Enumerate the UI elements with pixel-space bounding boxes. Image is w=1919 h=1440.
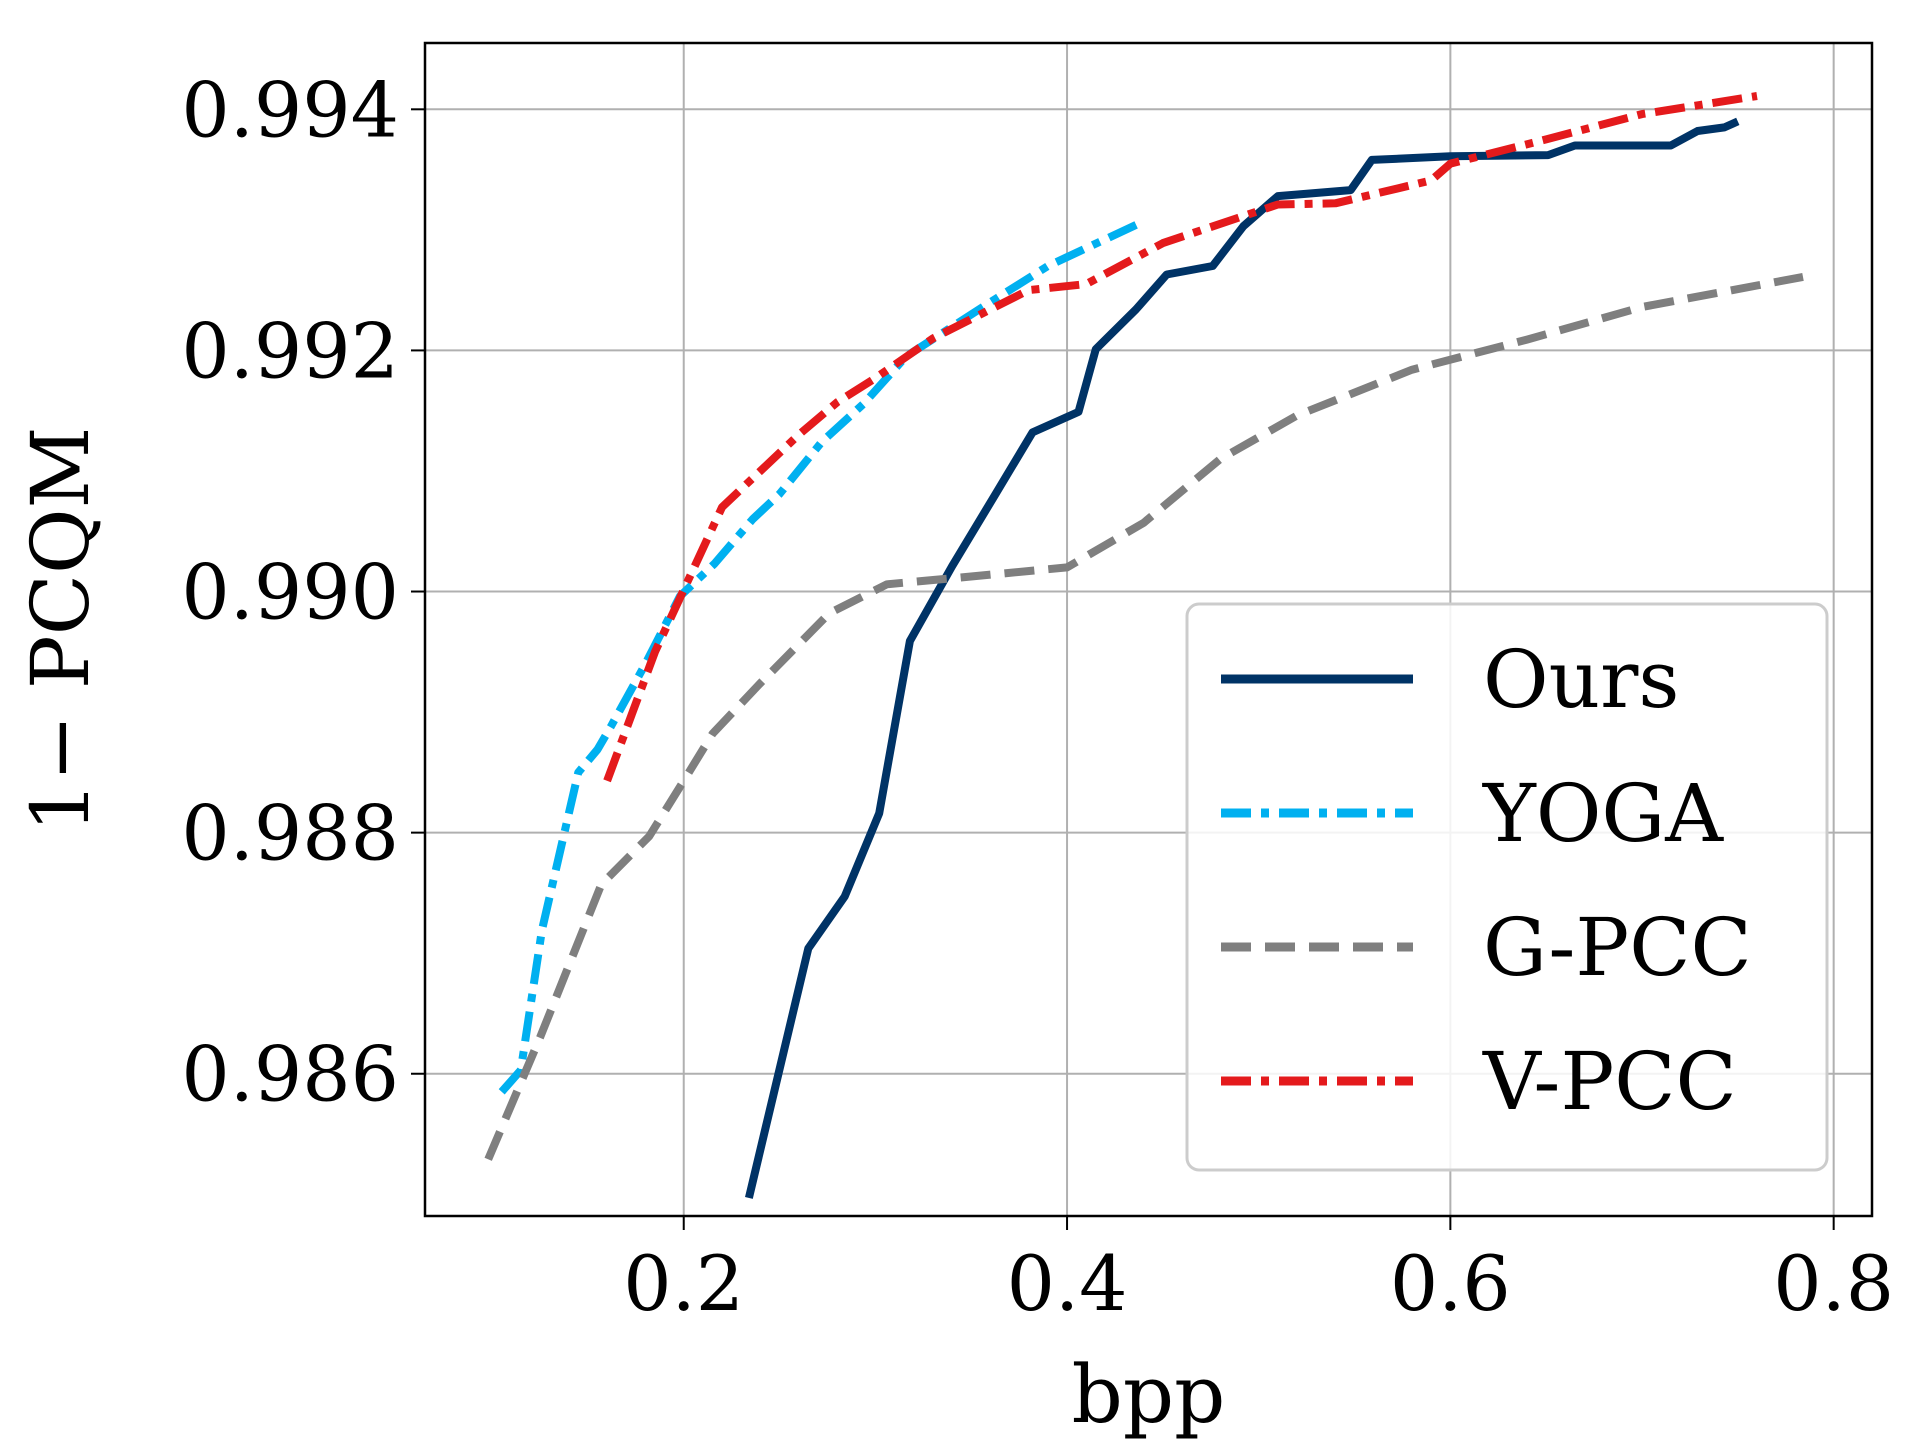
x-tick-label: 0.8 [1773, 1239, 1894, 1328]
y-tick-label: 0.986 [181, 1030, 399, 1119]
x-tick-label: 0.2 [623, 1239, 744, 1328]
legend-box [1185, 602, 1829, 1172]
grid [425, 43, 1872, 1216]
x-tick-label: 0.6 [1390, 1239, 1511, 1328]
y-tick-label: 0.990 [181, 548, 399, 637]
series-line-g-pcc [484, 272, 1804, 1161]
legend-label: Ours [1483, 633, 1679, 726]
y-tick-label: 0.992 [181, 306, 399, 395]
series-lines [484, 92, 1804, 1199]
y-tick-label: 0.994 [181, 65, 399, 154]
legend-label: G-PCC [1483, 901, 1752, 994]
x-axis-label: bpp [1072, 1348, 1226, 1440]
series-line-yoga [498, 217, 1146, 1095]
plot-frame [423, 41, 1874, 1218]
legend: Ours YOGA G-PCC V-PCC [1185, 602, 1829, 1172]
y-axis-label: 1− PCQM [14, 427, 107, 833]
y-tick-label: 0.988 [181, 789, 399, 878]
ticks: 0.2 0.4 0.6 0.8 0.986 0.988 0.990 0.992 0.994 [181, 65, 1894, 1328]
series-line-ours [745, 117, 1740, 1199]
legend-label: YOGA [1482, 767, 1724, 860]
series-line-v-pcc [603, 92, 1758, 783]
x-tick-label: 0.4 [1007, 1239, 1128, 1328]
legend-label: V-PCC [1482, 1035, 1737, 1128]
